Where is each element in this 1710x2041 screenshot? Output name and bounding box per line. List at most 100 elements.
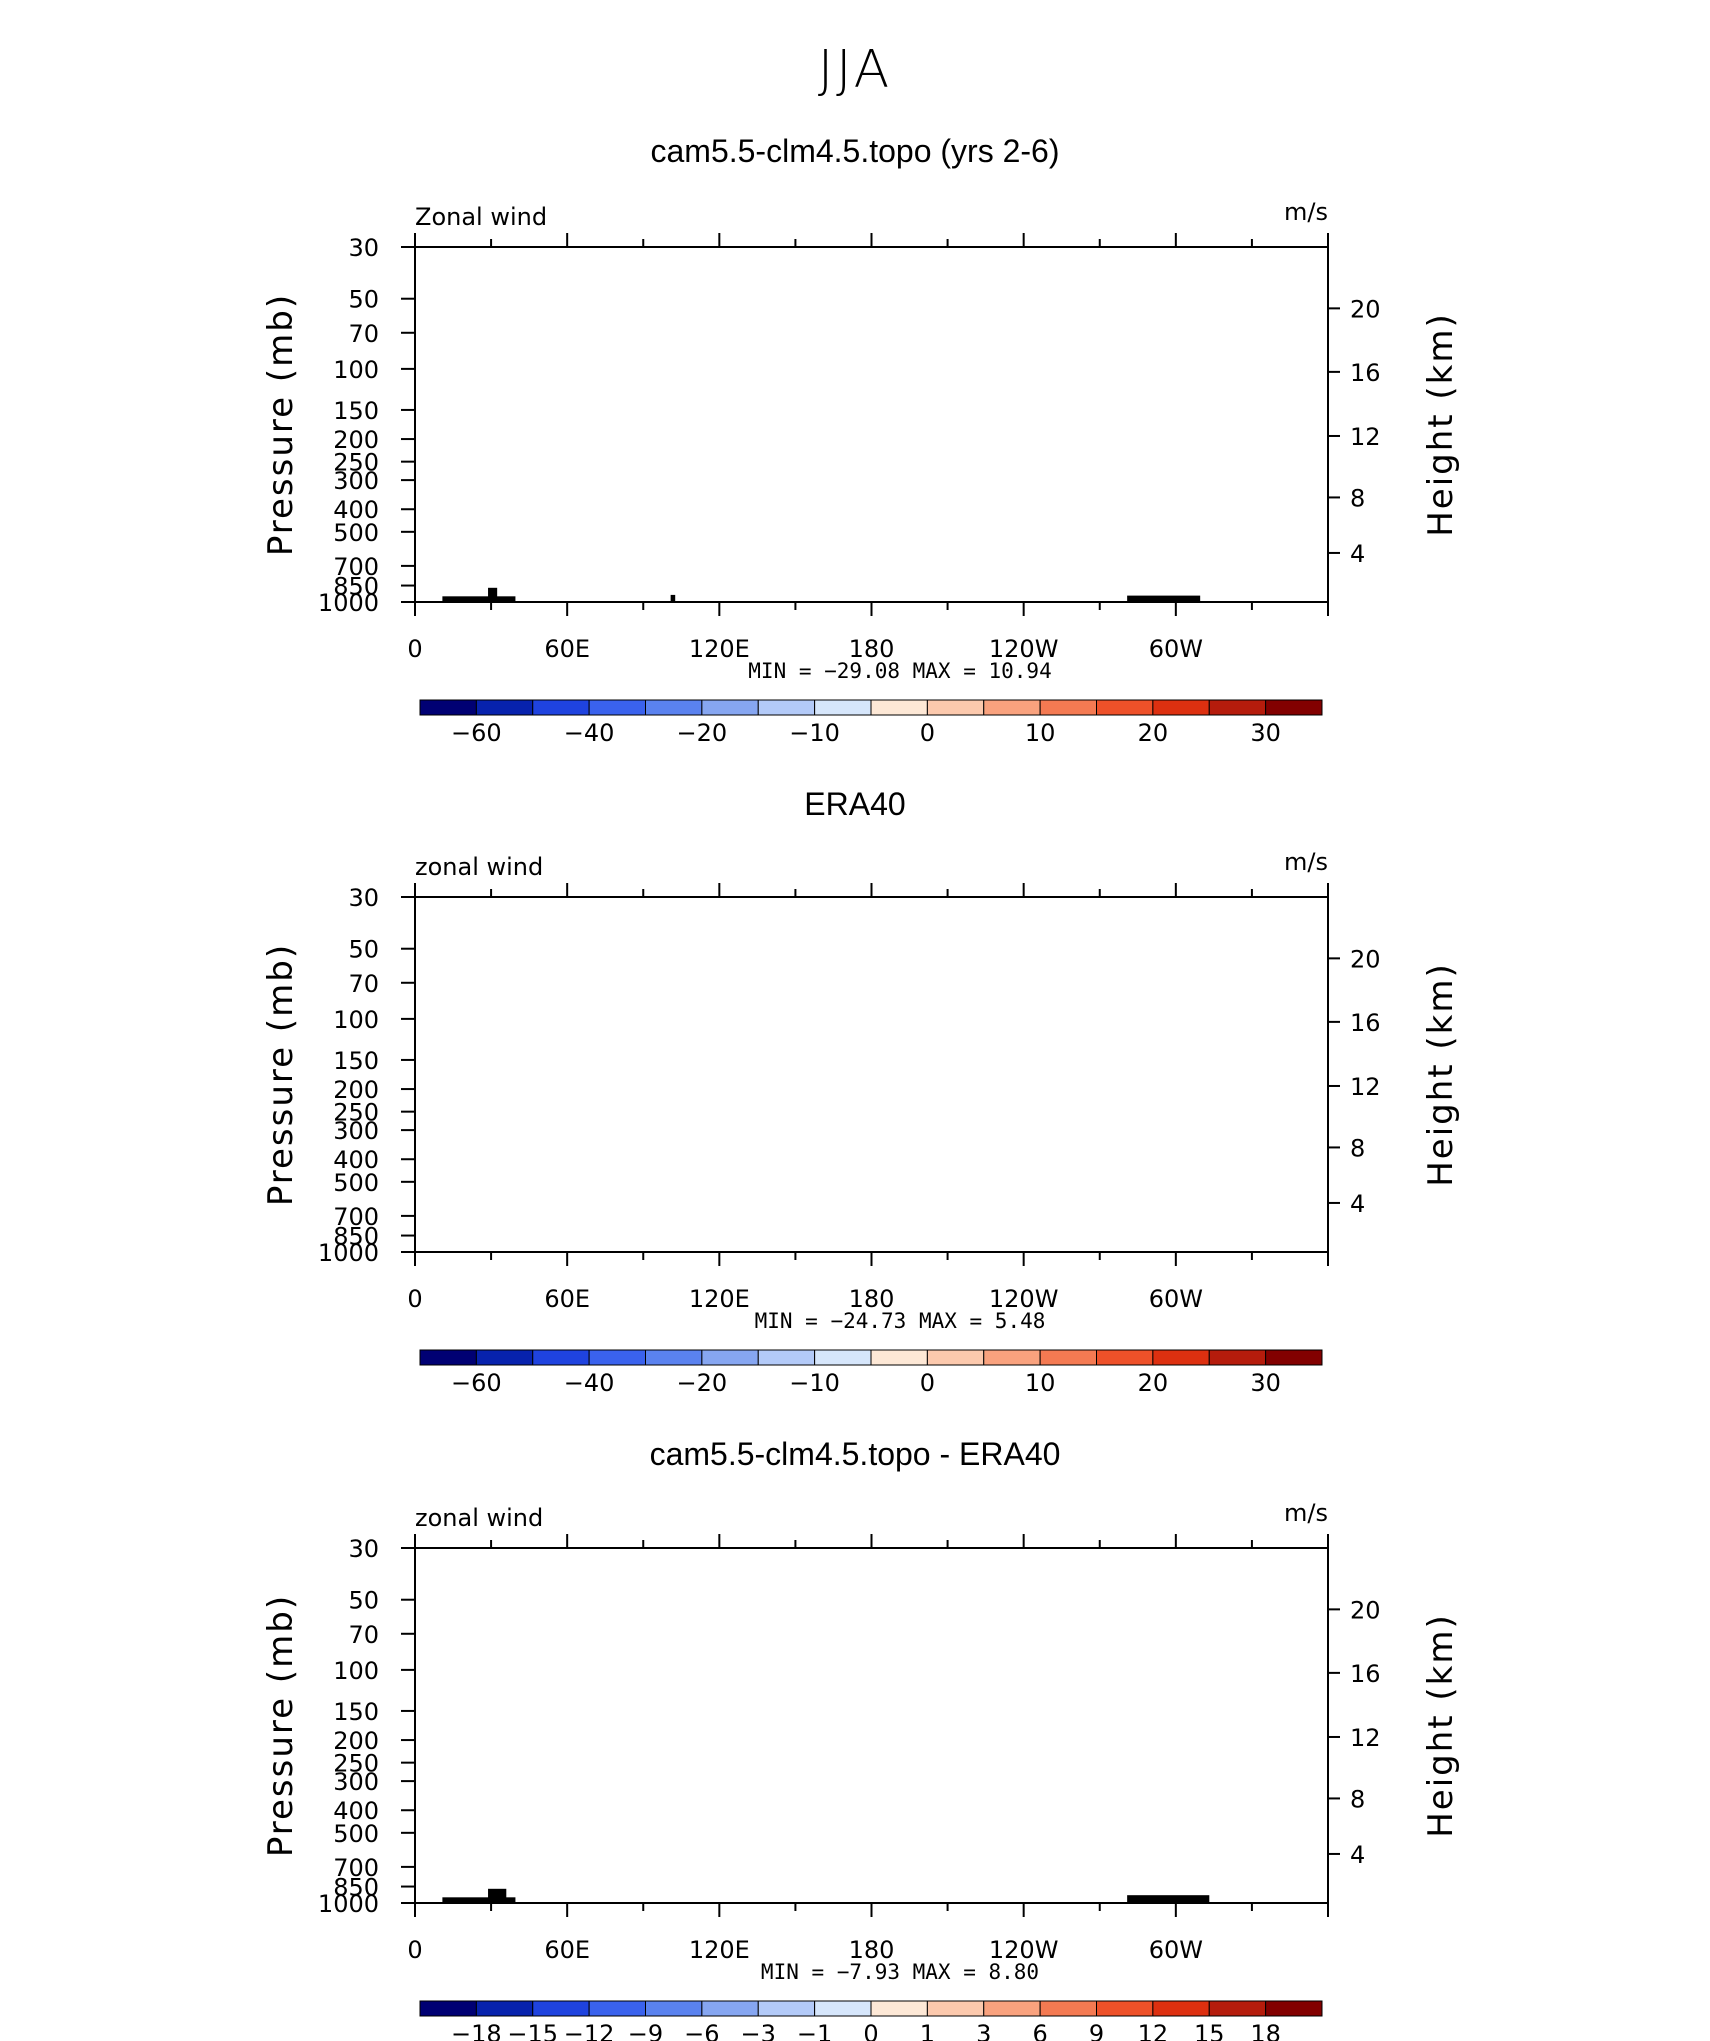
topography-block — [670, 594, 676, 602]
y-axis-label: Pressure (mb) — [261, 1594, 301, 1857]
y-right-tick-label: 4 — [1350, 1190, 1365, 1218]
y-tick-label: 500 — [333, 519, 379, 547]
colorbar-cell — [983, 2000, 1041, 2017]
contour-panel-obs: 0 60E 120E 180 120W 60W3050701001502002503004… — [261, 848, 1461, 1397]
y-tick-label: 150 — [333, 1698, 379, 1726]
colorbar-label: 9 — [1089, 2020, 1104, 2041]
y-tick-label: 50 — [348, 286, 379, 314]
y-tick-label: 100 — [333, 1657, 379, 1685]
min-max-label: MIN = −7.93 MAX = 8.80 — [761, 1960, 1039, 1984]
x-tick-label: 0 — [407, 635, 422, 663]
colorbar-cell — [757, 2000, 816, 2017]
topography-block — [442, 596, 516, 602]
y-tick-label: 300 — [333, 1117, 379, 1145]
colorbar-cell — [983, 1349, 1041, 1366]
colorbar-label: −1 — [797, 2020, 832, 2041]
colorbar-cell — [1152, 1349, 1210, 1366]
contour-region — [671, 972, 826, 977]
y-tick-label: 200 — [333, 1727, 379, 1755]
colorbar-cell — [926, 1349, 985, 1366]
colorbar-label: 10 — [1025, 719, 1056, 747]
colorbar-cell — [926, 699, 985, 716]
contour-fill-group — [415, 247, 1328, 602]
colorbar-label: −40 — [564, 1369, 615, 1397]
contour-region — [616, 1615, 726, 1634]
y-right-tick-label: 8 — [1350, 484, 1365, 512]
y-tick-label: 200 — [333, 1076, 379, 1104]
colorbar-label: 0 — [920, 719, 935, 747]
contour-region — [415, 247, 1328, 602]
colorbar-label: 6 — [1032, 2020, 1047, 2041]
colorbar-cell — [475, 2000, 534, 2017]
x-tick-label: 60W — [1149, 1936, 1203, 1964]
y-right-tick-label: 16 — [1350, 359, 1381, 387]
y-tick-label: 1000 — [318, 1239, 379, 1267]
contour-region — [415, 1688, 607, 1765]
colorbar-label: 30 — [1250, 1369, 1281, 1397]
contour-region — [917, 1103, 1109, 1174]
x-tick-label: 120W — [989, 635, 1059, 663]
y-tick-label: 70 — [348, 970, 379, 998]
contour-region — [415, 897, 1328, 918]
colorbar-label: 20 — [1138, 1369, 1169, 1397]
colorbar-cell — [870, 1349, 928, 1366]
colorbar-label: −10 — [789, 719, 840, 747]
contour-region — [607, 1662, 813, 1788]
colorbar-cell — [757, 699, 816, 716]
min-max-label: MIN = −24.73 MAX = 5.48 — [755, 1309, 1046, 1333]
colorbar-label: 18 — [1250, 2020, 1281, 2041]
contour-region — [616, 1674, 776, 1773]
contour-region — [497, 1660, 543, 1666]
y-tick-label: 50 — [348, 936, 379, 964]
contour-fill-group — [415, 897, 1328, 1252]
colorbar-label: −18 — [451, 2020, 502, 2041]
colorbar-cell — [588, 2000, 646, 2017]
colorbar-label: −6 — [684, 2020, 719, 2041]
colorbar-cell — [532, 1349, 590, 1366]
x-tick-label: 60W — [1149, 1285, 1203, 1313]
colorbar-cell — [645, 2000, 703, 2017]
colorbar-cell — [1265, 2000, 1323, 2017]
contour-region — [945, 1672, 1328, 1786]
x-tick-label: 0 — [407, 1936, 422, 1964]
y-right-axis-label: Height (km) — [1421, 312, 1461, 537]
x-tick-label: 180 — [849, 1936, 895, 1964]
contour-region — [515, 354, 679, 461]
contour-region — [415, 897, 1328, 947]
y-right-axis-label: Height (km) — [1421, 962, 1461, 1187]
y-right-axis-label: Height (km) — [1421, 1613, 1461, 1838]
x-tick-label: 120W — [989, 1285, 1059, 1313]
colorbar-cell — [1152, 2000, 1210, 2017]
contour-region — [1155, 1698, 1265, 1714]
y-right-tick-label: 8 — [1350, 1785, 1365, 1813]
y-right-tick-label: 4 — [1350, 1841, 1365, 1869]
colorbar-label: −20 — [677, 719, 728, 747]
contour-region — [415, 1548, 1328, 1569]
y-right-tick-label: 4 — [1350, 540, 1365, 568]
colorbar-cell — [532, 699, 590, 716]
colorbar-label: −10 — [789, 1369, 840, 1397]
y-tick-label: 400 — [333, 1797, 379, 1825]
variable-label: zonal wind — [415, 853, 543, 881]
contour-region — [450, 1710, 552, 1754]
y-tick-label: 850 — [333, 1874, 379, 1902]
colorbar-cell — [1152, 699, 1210, 716]
x-tick-label: 120E — [689, 1936, 750, 1964]
y-right-tick-label: 20 — [1350, 1596, 1381, 1624]
colorbar-label: −60 — [451, 1369, 502, 1397]
contour-region — [543, 1048, 654, 1078]
x-tick-label: 0 — [407, 1285, 422, 1313]
contour-region — [798, 323, 1328, 602]
y-right-tick-label: 12 — [1350, 1073, 1381, 1101]
contour-region — [415, 247, 1328, 263]
topography-block — [1127, 595, 1201, 602]
contour-region — [1109, 1840, 1155, 1868]
y-right-tick-label: 20 — [1350, 295, 1381, 323]
colorbar-cell — [870, 2000, 928, 2017]
y-tick-label: 100 — [333, 356, 379, 384]
colorbar-cell — [1265, 1349, 1323, 1366]
y-right-tick-label: 20 — [1350, 945, 1381, 973]
topography-block — [442, 1897, 516, 1903]
y-tick-label: 30 — [348, 234, 379, 262]
colorbar-cell — [475, 1349, 534, 1366]
